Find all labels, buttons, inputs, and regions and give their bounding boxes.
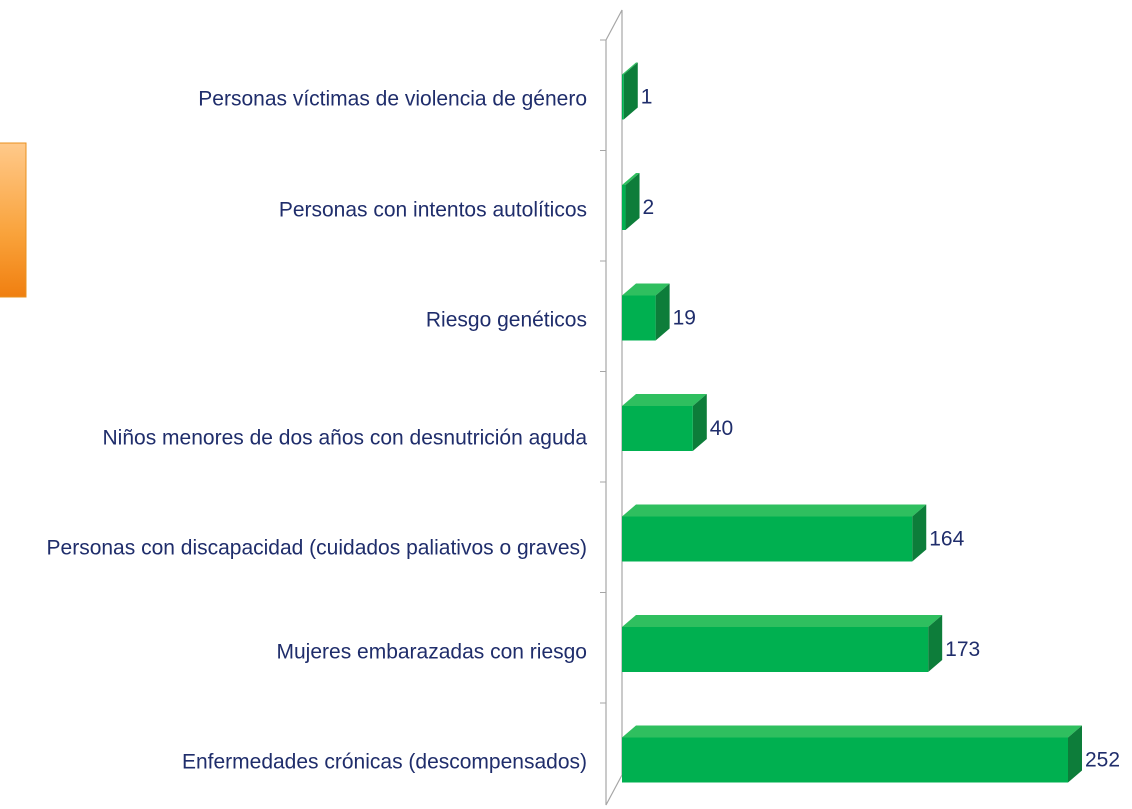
category-label: Personas con discapacidad (cuidados pali…: [46, 536, 587, 560]
bar: [622, 615, 943, 672]
axis-wall: [605, 9, 623, 806]
category-label: Mujeres embarazadas con riesgo: [276, 640, 588, 663]
category-label: Enfermedades crónicas (descompensados): [181, 750, 587, 774]
bar-top: [622, 615, 943, 627]
bar: [622, 394, 707, 451]
bar: [622, 173, 640, 230]
bar: [622, 283, 670, 341]
bar-front: [622, 185, 626, 230]
bar-side: [912, 504, 927, 562]
bar-side: [625, 173, 640, 230]
value-label: 19: [673, 307, 696, 330]
bar-top: [622, 62, 638, 75]
value-label: 1: [641, 86, 653, 109]
value-label: 252: [1085, 749, 1120, 772]
category-label: Personas víctimas de violencia de género: [198, 87, 587, 111]
value-label: 164: [929, 528, 964, 551]
category-label: Niños menores de dos años con desnutrici…: [102, 426, 587, 449]
decor-box: [0, 142, 27, 298]
value-label: 40: [710, 417, 733, 440]
bars: 1 2 19 40 164 173 252: [622, 62, 1120, 783]
bar-front: [622, 295, 656, 341]
bar-top: [622, 504, 927, 517]
category-label: Personas con intentos autolíticos: [278, 198, 587, 221]
axis-ticks: [600, 39, 606, 704]
bar-top: [622, 283, 670, 296]
bar-side: [928, 615, 943, 672]
bar-side: [692, 394, 707, 451]
bar-top: [622, 394, 707, 406]
value-label: 173: [945, 638, 980, 661]
bar-front: [622, 406, 693, 451]
value-label: 2: [643, 196, 655, 219]
bar: [622, 725, 1082, 783]
bar: [622, 62, 638, 120]
bar-front: [622, 74, 624, 120]
bar-side: [655, 283, 670, 341]
bar-front: [622, 516, 913, 562]
bar-side: [623, 62, 638, 120]
bar-front: [622, 737, 1068, 783]
bar-top: [622, 173, 640, 185]
bar-top: [622, 725, 1082, 738]
bar: [622, 504, 927, 562]
bar-front: [622, 627, 929, 672]
category-label: Riesgo genéticos: [425, 308, 587, 332]
bar-side: [1068, 725, 1082, 783]
